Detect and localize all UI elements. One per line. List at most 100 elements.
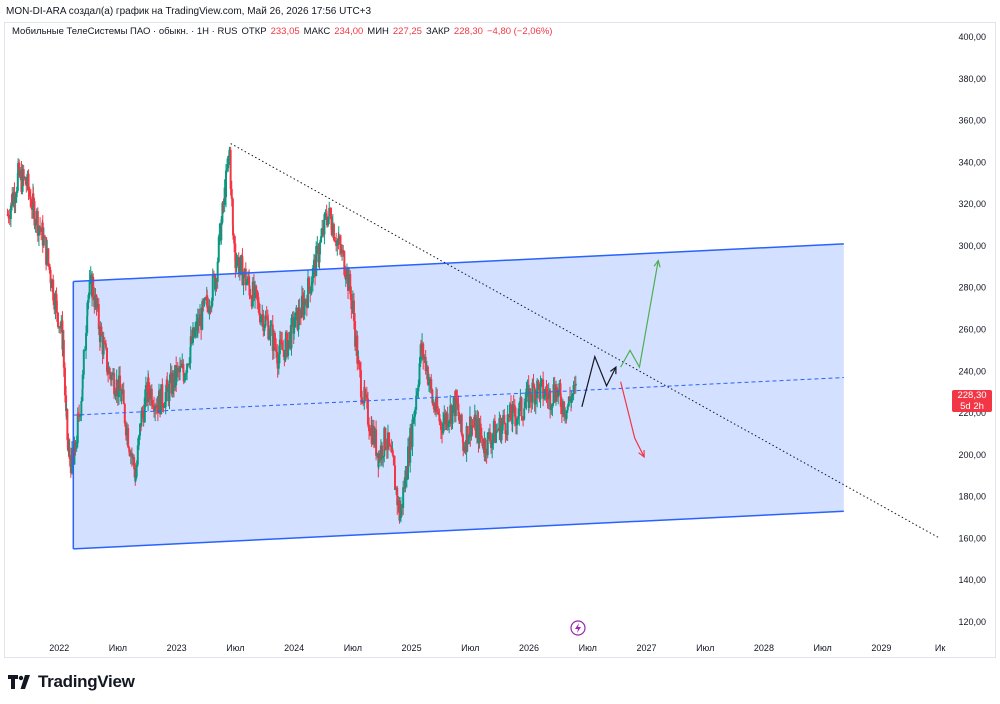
- projection-green-path: [620, 260, 659, 369]
- candle-body: [481, 438, 484, 449]
- candle-body: [252, 281, 255, 299]
- candle-body: [383, 427, 386, 457]
- candle-body: [394, 465, 397, 490]
- candle-body: [167, 387, 170, 402]
- y-tick-label: 220,00: [958, 408, 986, 418]
- candle-body: [100, 326, 103, 336]
- candle-body: [110, 374, 113, 381]
- candle-body: [99, 326, 102, 343]
- channel-lower-line: [73, 510, 844, 550]
- candle-body: [255, 285, 258, 291]
- candle-body: [479, 423, 482, 436]
- candle-body: [378, 454, 381, 460]
- candle-body: [518, 403, 521, 417]
- y-tick-label: 180,00: [958, 492, 986, 502]
- candle-body: [508, 404, 511, 418]
- candle-body: [239, 255, 242, 267]
- candle-body: [458, 416, 461, 424]
- candle-body: [565, 410, 568, 419]
- candle-body: [401, 504, 404, 508]
- candle-body: [148, 390, 151, 400]
- candle-body: [350, 293, 353, 309]
- candle-body: [339, 244, 342, 254]
- open-label: ОТКР: [241, 26, 267, 37]
- candle-body: [573, 385, 576, 387]
- high-value: 234,00: [334, 26, 364, 37]
- candle-body: [347, 268, 350, 291]
- candle-body: [469, 416, 472, 437]
- candle-body: [260, 316, 263, 323]
- candle-body: [372, 425, 375, 445]
- candle-body: [9, 205, 12, 219]
- candle-body: [74, 441, 77, 449]
- candle-body: [439, 421, 442, 430]
- candle-body: [206, 295, 209, 306]
- candle-body: [455, 390, 458, 399]
- y-tick-label: 200,00: [958, 450, 986, 460]
- candle-body: [228, 151, 231, 156]
- low-label: МИН: [367, 26, 389, 37]
- candle-body: [364, 394, 367, 396]
- candle-body: [550, 407, 553, 410]
- candle-body: [484, 439, 487, 454]
- tradingview-logo-icon: [8, 675, 30, 689]
- candle-body: [134, 476, 137, 482]
- candle-body: [359, 370, 362, 398]
- candle-body: [96, 304, 99, 309]
- candle-body: [199, 314, 202, 326]
- y-tick-label: 380,00: [958, 74, 986, 84]
- candle-body: [197, 317, 200, 326]
- candle-body: [463, 446, 466, 451]
- x-tick-label: Июл: [814, 643, 832, 653]
- candle-body: [456, 398, 459, 404]
- candle-body: [473, 414, 476, 427]
- candle-body: [424, 356, 427, 371]
- candle-body: [231, 198, 234, 226]
- candle-body: [385, 448, 388, 450]
- x-tick-label: Ик: [935, 643, 945, 653]
- candle-body: [123, 404, 126, 424]
- candle-body: [153, 406, 156, 412]
- candle-body: [256, 290, 259, 300]
- candle-body: [244, 268, 247, 286]
- candle-body: [435, 396, 438, 412]
- candle-body: [284, 332, 287, 339]
- x-axis: 2022 Июл 2023 Июл 2024 Июл 2025 Июл 2026 Июл 2027 И…: [49, 643, 945, 653]
- candle-body: [186, 364, 189, 374]
- candle-body: [232, 225, 235, 236]
- candle-body: [29, 196, 32, 207]
- candle-body: [151, 405, 154, 407]
- candle-body: [448, 421, 451, 424]
- candle-body: [58, 326, 61, 328]
- candle-body: [238, 266, 241, 273]
- candle-body: [143, 397, 146, 423]
- candle-body: [189, 347, 192, 364]
- candle-body: [371, 425, 374, 444]
- candle-body: [358, 362, 361, 371]
- candle-body: [465, 426, 468, 453]
- candle-body: [403, 487, 406, 489]
- candle-body: [445, 413, 448, 425]
- candle-body: [258, 312, 261, 323]
- close-value: 228,30: [453, 26, 483, 37]
- candle-body: [466, 426, 469, 444]
- candle-body: [52, 279, 55, 301]
- candle-body: [425, 366, 428, 371]
- candle-body: [204, 298, 207, 300]
- y-tick-label: 400,00: [958, 32, 986, 42]
- candle-body: [438, 413, 441, 422]
- candle-body: [161, 384, 164, 406]
- candle-body: [298, 307, 301, 318]
- candle-body: [122, 389, 125, 405]
- candle-body: [42, 236, 45, 246]
- candle-body: [452, 397, 455, 406]
- candle-body: [560, 406, 563, 414]
- candle-body: [451, 405, 454, 424]
- candle-body: [422, 343, 425, 360]
- x-tick-label: Июл: [109, 643, 127, 653]
- candle-body: [47, 248, 50, 265]
- candle-body: [11, 194, 14, 206]
- candle-body: [336, 240, 339, 246]
- candle-body: [314, 259, 317, 277]
